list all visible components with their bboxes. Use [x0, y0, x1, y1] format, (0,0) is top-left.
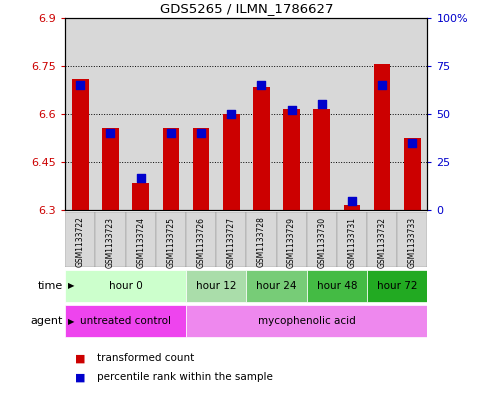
Bar	[216, 18, 246, 210]
FancyBboxPatch shape	[367, 270, 427, 302]
Text: untreated control: untreated control	[80, 316, 171, 326]
Point	[378, 82, 386, 88]
Text: GSM1133724: GSM1133724	[136, 217, 145, 268]
FancyBboxPatch shape	[276, 212, 307, 267]
Text: hour 0: hour 0	[109, 281, 142, 291]
Bar	[126, 18, 156, 210]
Bar	[307, 18, 337, 210]
Bar	[102, 129, 119, 210]
FancyBboxPatch shape	[307, 270, 367, 302]
Bar	[313, 109, 330, 210]
Text: ■: ■	[75, 372, 89, 382]
Text: hour 24: hour 24	[256, 281, 297, 291]
Text: GSM1133727: GSM1133727	[227, 217, 236, 268]
FancyBboxPatch shape	[307, 212, 337, 267]
Bar	[156, 18, 186, 210]
Text: GSM1133733: GSM1133733	[408, 217, 417, 268]
Text: hour 72: hour 72	[377, 281, 417, 291]
Bar	[163, 129, 179, 210]
Text: GSM1133728: GSM1133728	[257, 217, 266, 268]
Point	[227, 111, 235, 117]
Title: GDS5265 / ILMN_1786627: GDS5265 / ILMN_1786627	[159, 2, 333, 15]
FancyBboxPatch shape	[186, 305, 427, 337]
Text: GSM1133731: GSM1133731	[347, 217, 356, 268]
Bar	[253, 87, 270, 210]
Text: ▶: ▶	[68, 317, 74, 326]
Point	[257, 82, 265, 88]
FancyBboxPatch shape	[216, 212, 246, 267]
Text: percentile rank within the sample: percentile rank within the sample	[97, 372, 272, 382]
FancyBboxPatch shape	[65, 305, 186, 337]
Text: ■: ■	[75, 353, 89, 364]
Bar	[344, 206, 360, 210]
FancyBboxPatch shape	[186, 212, 216, 267]
FancyBboxPatch shape	[186, 270, 246, 302]
Bar	[186, 18, 216, 210]
Bar	[397, 18, 427, 210]
FancyBboxPatch shape	[96, 212, 126, 267]
Text: GSM1133725: GSM1133725	[166, 217, 175, 268]
Bar	[337, 18, 367, 210]
Bar	[132, 183, 149, 210]
Point	[318, 101, 326, 107]
Text: GSM1133732: GSM1133732	[378, 217, 387, 268]
Text: mycophenolic acid: mycophenolic acid	[258, 316, 355, 326]
Text: GSM1133726: GSM1133726	[197, 217, 206, 268]
FancyBboxPatch shape	[397, 212, 427, 267]
Bar	[404, 138, 421, 210]
Bar	[367, 18, 397, 210]
Point	[137, 174, 144, 181]
Text: GSM1133723: GSM1133723	[106, 217, 115, 268]
Text: GSM1133729: GSM1133729	[287, 217, 296, 268]
Point	[197, 130, 205, 136]
Point	[76, 82, 84, 88]
Text: time: time	[38, 281, 63, 291]
Text: GSM1133722: GSM1133722	[76, 217, 85, 268]
FancyBboxPatch shape	[337, 212, 367, 267]
Point	[409, 140, 416, 146]
FancyBboxPatch shape	[246, 270, 307, 302]
Bar	[223, 114, 240, 210]
Bar	[374, 64, 390, 210]
Point	[167, 130, 175, 136]
Text: hour 48: hour 48	[317, 281, 357, 291]
Bar	[246, 18, 276, 210]
Text: transformed count: transformed count	[97, 353, 194, 364]
Bar	[276, 18, 307, 210]
FancyBboxPatch shape	[126, 212, 156, 267]
Point	[288, 107, 296, 113]
FancyBboxPatch shape	[156, 212, 186, 267]
Bar	[72, 79, 88, 210]
Bar	[284, 109, 300, 210]
FancyBboxPatch shape	[65, 212, 96, 267]
Bar	[65, 18, 96, 210]
Text: agent: agent	[30, 316, 63, 326]
FancyBboxPatch shape	[246, 212, 276, 267]
Point	[107, 130, 114, 136]
Point	[348, 197, 356, 204]
FancyBboxPatch shape	[367, 212, 397, 267]
Text: ▶: ▶	[68, 281, 74, 290]
FancyBboxPatch shape	[65, 270, 186, 302]
Bar	[96, 18, 126, 210]
Text: hour 12: hour 12	[196, 281, 236, 291]
Bar	[193, 129, 209, 210]
Text: GSM1133730: GSM1133730	[317, 217, 327, 268]
